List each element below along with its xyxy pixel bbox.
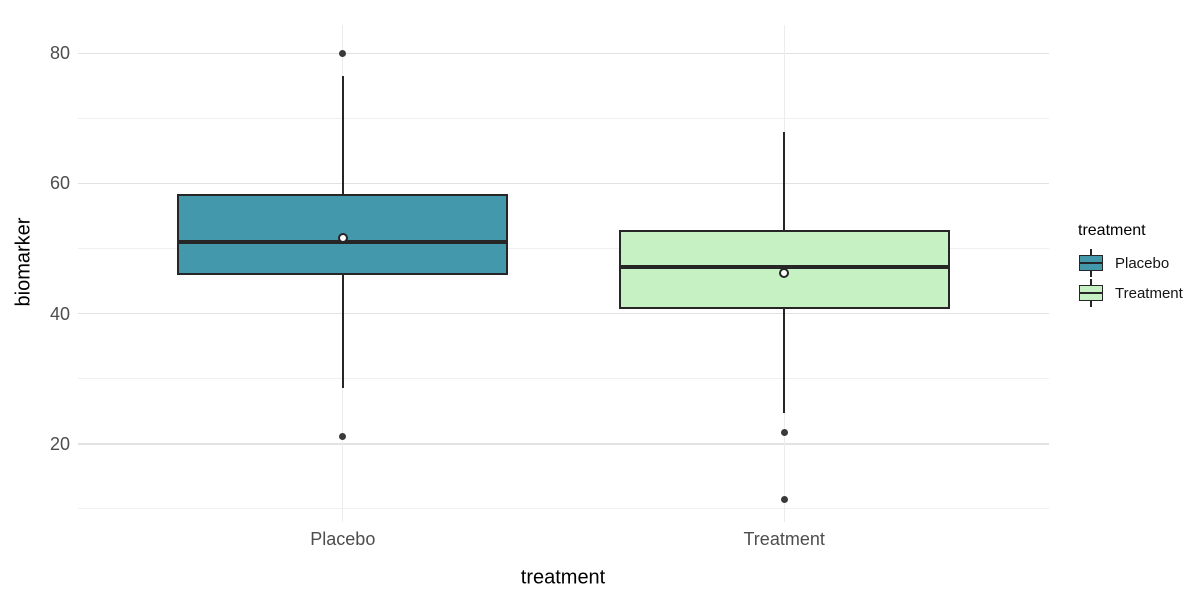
legend-boxplot-key-icon bbox=[1078, 249, 1104, 277]
y-tick-label: 60 bbox=[49, 173, 70, 194]
legend-label: Placebo bbox=[1115, 254, 1170, 272]
whisker-upper-placebo bbox=[341, 76, 344, 194]
gridline-y-minor bbox=[78, 378, 1049, 380]
x-tick-label: Treatment bbox=[743, 529, 825, 549]
mean-point-placebo bbox=[337, 233, 348, 243]
box-treatment bbox=[618, 230, 950, 309]
y-tick-label: 20 bbox=[49, 433, 70, 454]
legend-label: Treatment bbox=[1115, 284, 1183, 302]
x-tick-label: Placebo bbox=[310, 529, 376, 549]
legend: treatment Placebo Treatment bbox=[1078, 222, 1183, 308]
gridline-y-minor bbox=[78, 117, 1049, 119]
outlier-point-placebo bbox=[339, 433, 347, 441]
gridline-y-major bbox=[78, 52, 1049, 54]
y-tick-label: 40 bbox=[49, 303, 70, 324]
legend-boxplot-key-icon bbox=[1078, 279, 1104, 307]
whisker-upper-treatment bbox=[783, 131, 786, 231]
whisker-lower-treatment bbox=[783, 309, 786, 414]
mean-point-treatment bbox=[779, 267, 790, 278]
y-tick-label: 80 bbox=[49, 43, 70, 63]
gridline-y-major bbox=[78, 182, 1049, 185]
legend-entry-treatment: Treatment bbox=[1078, 278, 1183, 308]
gridline-y-minor bbox=[78, 247, 1049, 249]
gridline-y-minor bbox=[78, 508, 1049, 510]
y-axis-title: biomarker bbox=[12, 217, 35, 307]
outlier-point-treatment bbox=[780, 496, 788, 504]
x-axis-title: treatment bbox=[520, 566, 606, 589]
gridline-y-major bbox=[78, 313, 1049, 315]
gridline-y-major bbox=[78, 443, 1049, 445]
whisker-lower-placebo bbox=[341, 275, 344, 388]
outlier-point-placebo bbox=[339, 49, 347, 57]
median-line-treatment bbox=[618, 265, 950, 270]
legend-entry-placebo: Placebo bbox=[1078, 248, 1183, 278]
legend-title: treatment bbox=[1078, 222, 1146, 239]
outlier-point-treatment bbox=[780, 428, 788, 436]
